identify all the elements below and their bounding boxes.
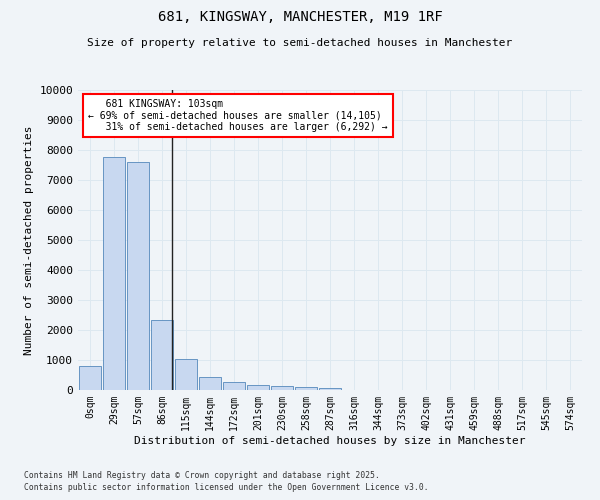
Text: 681 KINGSWAY: 103sqm
← 69% of semi-detached houses are smaller (14,105)
   31% o: 681 KINGSWAY: 103sqm ← 69% of semi-detac… bbox=[88, 99, 388, 132]
Text: Contains public sector information licensed under the Open Government Licence v3: Contains public sector information licen… bbox=[24, 484, 428, 492]
Bar bbox=[295, 387, 317, 390]
Bar bbox=[223, 382, 245, 390]
Bar bbox=[175, 358, 197, 390]
Bar bbox=[79, 366, 101, 390]
Bar bbox=[271, 386, 293, 390]
Bar bbox=[319, 388, 341, 390]
X-axis label: Distribution of semi-detached houses by size in Manchester: Distribution of semi-detached houses by … bbox=[134, 436, 526, 446]
Bar bbox=[151, 320, 173, 390]
Text: Size of property relative to semi-detached houses in Manchester: Size of property relative to semi-detach… bbox=[88, 38, 512, 48]
Bar bbox=[103, 158, 125, 390]
Text: 681, KINGSWAY, MANCHESTER, M19 1RF: 681, KINGSWAY, MANCHESTER, M19 1RF bbox=[158, 10, 442, 24]
Y-axis label: Number of semi-detached properties: Number of semi-detached properties bbox=[24, 125, 34, 355]
Text: Contains HM Land Registry data © Crown copyright and database right 2025.: Contains HM Land Registry data © Crown c… bbox=[24, 471, 380, 480]
Bar bbox=[247, 385, 269, 390]
Bar bbox=[199, 376, 221, 390]
Bar bbox=[127, 162, 149, 390]
